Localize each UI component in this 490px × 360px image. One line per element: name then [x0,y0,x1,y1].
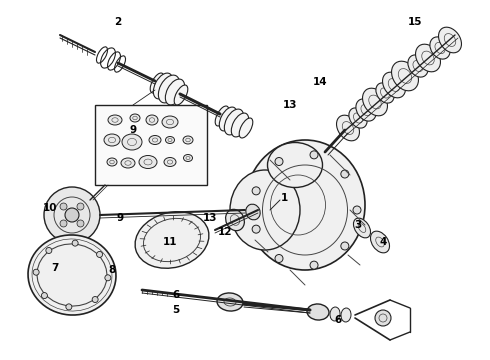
Ellipse shape [349,108,367,128]
Ellipse shape [158,75,180,103]
Ellipse shape [416,44,441,72]
Ellipse shape [183,136,193,144]
Ellipse shape [370,231,390,253]
Ellipse shape [162,116,178,128]
Ellipse shape [220,107,237,131]
Ellipse shape [108,115,122,125]
Ellipse shape [28,235,116,315]
Ellipse shape [231,113,249,137]
Ellipse shape [122,134,142,150]
Text: 1: 1 [280,193,288,203]
Ellipse shape [392,61,418,91]
Ellipse shape [408,55,428,77]
Ellipse shape [166,136,174,144]
Circle shape [275,255,283,262]
Text: 6: 6 [172,290,180,300]
Circle shape [105,275,111,281]
Text: 6: 6 [334,315,342,325]
Circle shape [310,261,318,269]
Circle shape [33,269,39,275]
Text: 5: 5 [172,305,180,315]
Ellipse shape [149,135,161,144]
Ellipse shape [217,293,243,311]
Ellipse shape [363,88,388,116]
Ellipse shape [121,158,135,168]
Ellipse shape [225,209,245,231]
Circle shape [66,304,72,310]
Circle shape [72,240,78,246]
Ellipse shape [104,134,120,146]
Text: 13: 13 [203,213,217,223]
Circle shape [97,251,102,257]
Circle shape [60,203,67,210]
Text: 13: 13 [283,100,297,110]
Ellipse shape [330,307,340,321]
Text: 15: 15 [408,17,422,27]
Ellipse shape [307,304,329,320]
Ellipse shape [164,158,176,166]
Ellipse shape [107,158,117,166]
Text: 11: 11 [163,237,177,247]
Ellipse shape [356,99,376,121]
Ellipse shape [245,140,365,270]
Ellipse shape [230,170,300,250]
Text: 2: 2 [114,17,122,27]
Circle shape [42,293,48,298]
Ellipse shape [130,114,140,122]
Ellipse shape [268,143,322,188]
Ellipse shape [430,37,450,59]
Ellipse shape [135,212,209,268]
Text: 12: 12 [218,227,232,237]
Ellipse shape [139,156,157,168]
Ellipse shape [376,83,394,103]
Ellipse shape [224,109,244,135]
Ellipse shape [150,73,164,93]
Ellipse shape [183,154,193,162]
Circle shape [275,158,283,166]
Circle shape [60,220,67,227]
Text: 14: 14 [313,77,327,87]
Circle shape [341,170,349,178]
Circle shape [77,220,84,227]
Circle shape [341,242,349,250]
Ellipse shape [246,204,260,220]
Ellipse shape [439,27,462,53]
Ellipse shape [383,72,405,98]
Ellipse shape [215,106,229,126]
Ellipse shape [153,73,172,99]
Ellipse shape [165,79,185,105]
Circle shape [375,310,391,326]
Text: 7: 7 [51,263,59,273]
Ellipse shape [146,115,158,125]
Ellipse shape [353,218,370,238]
Ellipse shape [174,85,188,105]
Text: 8: 8 [108,265,116,275]
Text: 9: 9 [117,213,123,223]
Circle shape [353,206,361,214]
Circle shape [44,187,100,243]
Ellipse shape [341,308,351,322]
Text: 9: 9 [129,125,137,135]
Circle shape [252,187,260,195]
Text: 3: 3 [354,220,362,230]
Text: 10: 10 [43,203,57,213]
Circle shape [92,297,98,302]
Circle shape [310,151,318,159]
Text: 4: 4 [379,237,387,247]
Circle shape [252,225,260,233]
Circle shape [65,208,79,222]
Ellipse shape [239,118,253,138]
Ellipse shape [337,115,360,141]
Bar [95,105,207,185]
Circle shape [77,203,84,210]
Circle shape [46,247,52,253]
